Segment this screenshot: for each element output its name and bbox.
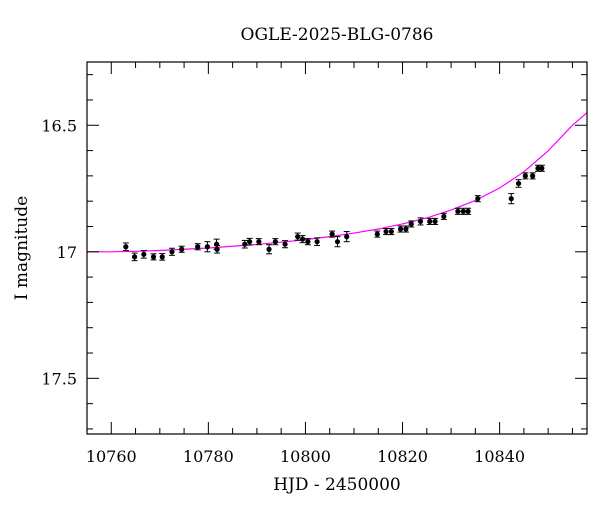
data-point [535,165,541,171]
data-point [455,208,461,214]
data-point [539,165,545,171]
data-point [432,218,438,225]
y-tick-label: 16.5 [41,116,77,135]
data-point [169,249,175,255]
data-point [427,218,433,225]
data-point [214,246,220,252]
x-tick-label: 10800 [280,447,331,466]
data-point [515,180,522,187]
data-point [295,234,301,240]
data-point [441,213,447,219]
data-point [383,228,389,235]
data-point [329,231,335,237]
x-tick-label: 10820 [377,447,428,466]
data-point [141,251,147,257]
data-point [522,173,528,179]
y-axis-label: I magnitude [12,196,32,300]
data-point [530,173,536,179]
data-point [465,208,471,214]
data-point [408,221,414,227]
data-point [388,228,394,235]
data-point [282,241,288,247]
plot-frame [86,61,588,435]
data-point [195,244,201,250]
x-tick-label: 10760 [86,447,137,466]
x-tick-label: 10780 [183,447,234,466]
data-point [131,254,138,260]
data-point [179,246,185,252]
data-point [256,239,262,245]
x-tick-label: 10840 [474,447,525,466]
data-point [204,244,210,250]
data-point [475,196,481,202]
data-point [508,196,514,202]
chart-title: OGLE-2025-BLG-0786 [241,25,434,45]
data-point [403,226,409,232]
data-point [159,254,165,260]
model-curve [87,112,587,253]
data-point [299,236,306,242]
data-point [460,208,466,214]
y-tick-label: 17 [57,243,77,262]
y-tick-label: 17.5 [41,369,77,388]
data-point [247,239,253,245]
data-point [334,239,341,245]
data-point [417,218,424,225]
x-axis-label: HJD - 2450000 [273,475,401,495]
data-point [123,244,129,250]
plot-area [87,112,587,262]
data-point [397,226,404,232]
data-point [150,254,157,260]
data-point [242,241,248,247]
data-point [266,246,272,252]
data-point [272,239,278,245]
data-point [374,231,380,237]
data-point [314,239,320,245]
data-point [305,239,311,245]
data-point [344,234,350,240]
